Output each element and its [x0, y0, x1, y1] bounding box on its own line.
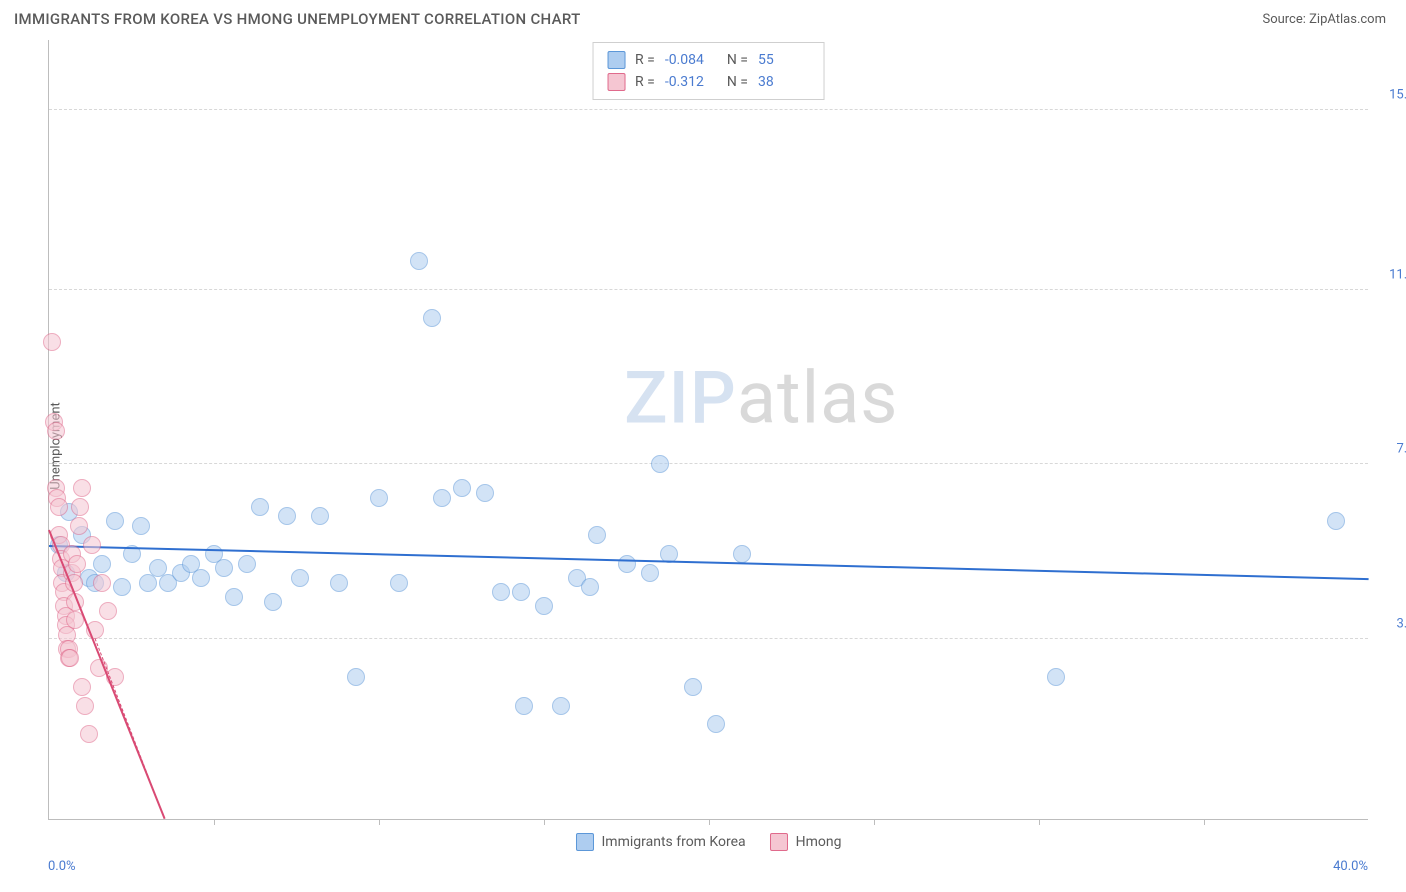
data-point-korea: [641, 564, 659, 582]
data-point-hmong: [50, 498, 68, 516]
x-max-label: 40.0%: [1333, 859, 1368, 874]
data-point-korea: [93, 555, 111, 573]
header: IMMIGRANTS FROM KOREA VS HMONG UNEMPLOYM…: [0, 0, 1406, 34]
data-point-korea: [311, 507, 329, 525]
data-point-korea: [1047, 668, 1065, 686]
chart-title: IMMIGRANTS FROM KOREA VS HMONG UNEMPLOYM…: [14, 10, 581, 28]
data-point-korea: [535, 597, 553, 615]
trend-line-hmong-dash: [95, 639, 165, 819]
data-point-hmong: [70, 517, 88, 535]
data-point-korea: [370, 489, 388, 507]
y-tick-label: 3.8%: [1396, 617, 1406, 632]
data-point-korea: [225, 588, 243, 606]
data-point-korea: [264, 593, 282, 611]
data-point-korea: [453, 479, 471, 497]
data-point-korea: [618, 555, 636, 573]
y-tick-label: 11.2%: [1389, 267, 1406, 282]
data-point-hmong: [61, 649, 79, 667]
data-point-korea: [512, 583, 530, 601]
data-point-hmong: [43, 333, 61, 351]
n-value-korea: 55: [758, 52, 810, 68]
data-point-korea: [192, 569, 210, 587]
correlation-legend: R = -0.084 N = 55 R = -0.312 N = 38: [592, 42, 825, 100]
swatch-korea-icon: [575, 833, 593, 851]
data-point-korea: [588, 526, 606, 544]
data-point-korea: [390, 574, 408, 592]
data-point-korea: [347, 668, 365, 686]
y-tick-label: 7.5%: [1396, 442, 1406, 457]
x-min-label: 0.0%: [48, 859, 76, 874]
scatter-chart: ZIPatlas R = -0.084 N = 55 R = -0.312 N …: [48, 40, 1368, 820]
x-tick: [874, 819, 875, 825]
legend-label-korea: Immigrants from Korea: [601, 834, 745, 850]
data-point-hmong: [73, 479, 91, 497]
data-point-hmong: [93, 574, 111, 592]
legend-row-hmong: R = -0.312 N = 38: [607, 71, 810, 93]
data-point-korea: [707, 715, 725, 733]
data-point-korea: [733, 545, 751, 563]
data-point-hmong: [76, 697, 94, 715]
data-point-korea: [552, 697, 570, 715]
data-point-hmong: [73, 678, 91, 696]
n-value-hmong: 38: [758, 74, 810, 90]
data-point-korea: [492, 583, 510, 601]
data-point-hmong: [47, 422, 65, 440]
r-value-hmong: -0.312: [665, 74, 717, 90]
data-point-korea: [684, 678, 702, 696]
r-value-korea: -0.084: [665, 52, 717, 68]
data-point-korea: [515, 697, 533, 715]
x-tick: [709, 819, 710, 825]
data-point-hmong: [68, 555, 86, 573]
data-point-korea: [291, 569, 309, 587]
series-legend: Immigrants from Korea Hmong: [575, 833, 841, 851]
data-point-korea: [238, 555, 256, 573]
x-axis-labels: 0.0% 40.0%: [48, 859, 1368, 874]
legend-item-korea: Immigrants from Korea: [575, 833, 745, 851]
data-point-korea: [410, 252, 428, 270]
legend-label-hmong: Hmong: [796, 834, 842, 850]
swatch-hmong-icon: [770, 833, 788, 851]
data-point-hmong: [71, 498, 89, 516]
data-point-korea: [651, 455, 669, 473]
data-point-hmong: [80, 725, 98, 743]
data-point-korea: [113, 578, 131, 596]
watermark: ZIPatlas: [624, 356, 898, 441]
x-tick: [544, 819, 545, 825]
gridline: [49, 463, 1368, 464]
y-tick-label: 15.0%: [1389, 87, 1406, 102]
data-point-korea: [423, 309, 441, 327]
data-point-hmong: [83, 536, 101, 554]
data-point-korea: [433, 489, 451, 507]
gridline: [49, 289, 1368, 290]
x-tick: [214, 819, 215, 825]
x-tick: [1204, 819, 1205, 825]
legend-row-korea: R = -0.084 N = 55: [607, 49, 810, 71]
source-attribution: Source: ZipAtlas.com: [1262, 12, 1386, 27]
data-point-korea: [1327, 512, 1345, 530]
x-tick: [1039, 819, 1040, 825]
data-point-korea: [251, 498, 269, 516]
swatch-hmong: [607, 73, 625, 91]
data-point-korea: [278, 507, 296, 525]
data-point-korea: [215, 559, 233, 577]
data-point-korea: [581, 578, 599, 596]
swatch-korea: [607, 51, 625, 69]
gridline: [49, 109, 1368, 110]
data-point-hmong: [99, 602, 117, 620]
legend-item-hmong: Hmong: [770, 833, 842, 851]
data-point-korea: [106, 512, 124, 530]
data-point-korea: [132, 517, 150, 535]
data-point-korea: [330, 574, 348, 592]
data-point-korea: [476, 484, 494, 502]
x-tick: [379, 819, 380, 825]
gridline: [49, 638, 1368, 639]
